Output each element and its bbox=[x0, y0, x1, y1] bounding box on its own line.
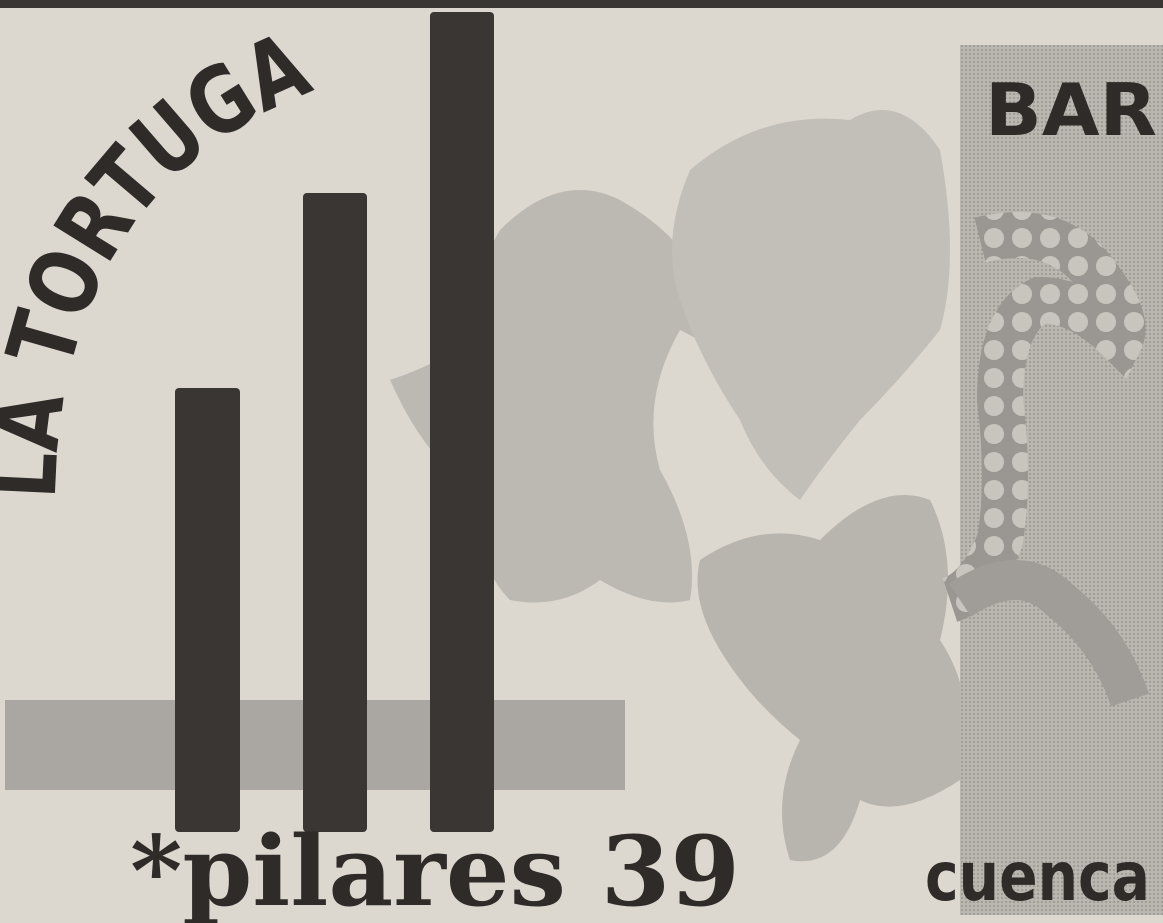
dark-bar bbox=[175, 388, 240, 832]
dark-bar bbox=[303, 193, 367, 832]
top-border bbox=[0, 0, 1163, 8]
bar-label: BAR bbox=[985, 68, 1157, 152]
city: cuenca bbox=[925, 838, 1150, 917]
poster: LA TORTUGA BAR *pilares 39 cuenca bbox=[0, 0, 1163, 923]
dark-bar bbox=[430, 12, 494, 832]
address: *pilares 39 bbox=[130, 815, 740, 923]
